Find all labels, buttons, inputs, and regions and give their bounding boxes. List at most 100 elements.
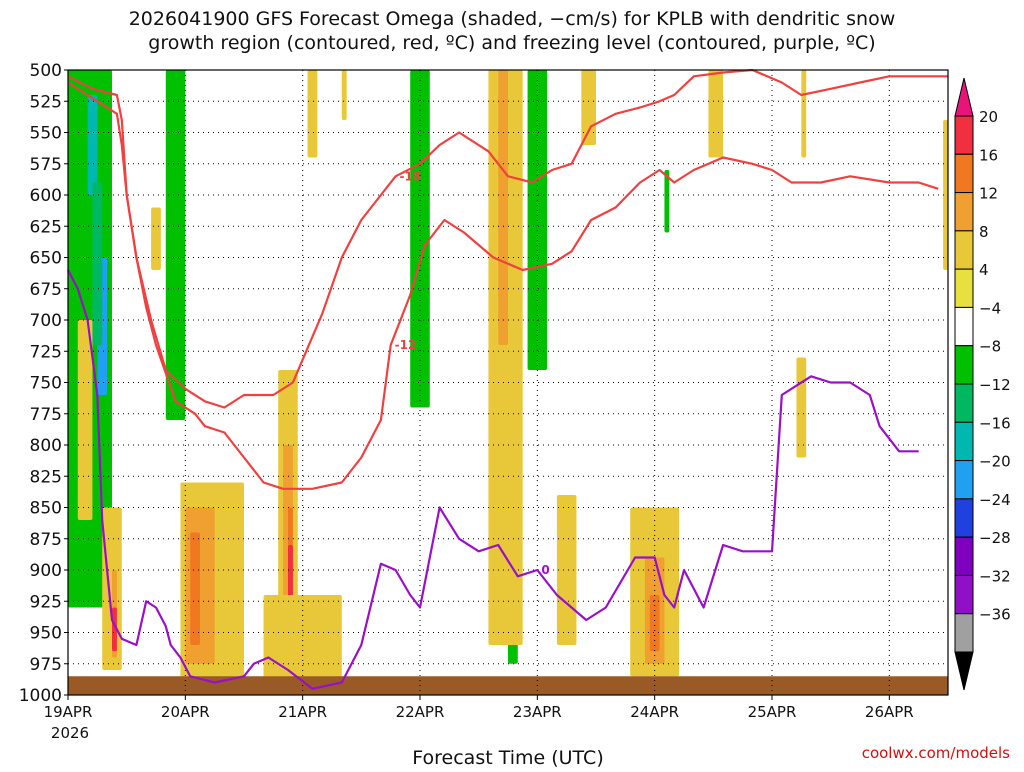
colorbar-label--36: −36	[979, 606, 1011, 624]
colorbar-label--20: −20	[979, 453, 1011, 471]
dendritic-contour--12	[67, 81, 939, 490]
colorbar-box-1	[954, 153, 974, 194]
colorbar-box-0	[954, 115, 974, 155]
colorbar-box-3	[954, 230, 974, 270]
y-tick-900: 900	[30, 561, 62, 581]
colorbar-label-4: 4	[979, 261, 989, 279]
omega-region-8	[165, 70, 186, 420]
omega-region-49	[708, 70, 724, 158]
y-tick-775: 775	[30, 405, 62, 425]
omega-region-10	[332, 70, 337, 258]
x-tick-21APR: 21APR	[278, 703, 327, 721]
colorbar-top-triangle	[954, 77, 974, 117]
ground-surface	[68, 676, 948, 695]
ground-strip	[68, 676, 948, 695]
omega-region-9	[214, 70, 220, 395]
y-tick-950: 950	[30, 624, 62, 644]
x-axis-year: 2026	[51, 724, 89, 742]
y-tick-875: 875	[30, 530, 62, 550]
colorbar-box-12	[954, 574, 974, 615]
y-tick-625: 625	[30, 217, 62, 237]
credit-link[interactable]: coolwx.com/models	[862, 744, 1010, 762]
y-tick-600: 600	[30, 186, 62, 206]
x-tick-22APR: 22APR	[396, 703, 445, 721]
omega-region-41	[488, 70, 523, 645]
freezing-level-label: 0	[541, 563, 549, 577]
omega-region-7	[185, 70, 191, 345]
y-tick-500: 500	[30, 61, 62, 81]
x-tick-24APR: 24APR	[630, 703, 679, 721]
omega-region-40	[341, 70, 347, 120]
omega-region-14	[400, 457, 416, 664]
y-tick-650: 650	[30, 249, 62, 269]
x-tick-20APR: 20APR	[161, 703, 210, 721]
omega-region-50	[943, 120, 948, 270]
y-tick-800: 800	[30, 436, 62, 456]
omega-region-48	[801, 70, 807, 158]
omega-region-47	[796, 357, 807, 458]
chart-title-line-1: 2026041900 GFS Forecast Omega (shaded, −…	[129, 8, 896, 30]
y-tick-525: 525	[30, 92, 62, 112]
dendritic-contour--18	[67, 68, 948, 409]
chart-title-line-2: growth region (contoured, red, ºC) and f…	[148, 32, 875, 54]
omega-region-39	[307, 70, 318, 158]
colorbar-box-8	[954, 421, 974, 462]
colorbar-label--12: −12	[979, 376, 1011, 394]
colorbar-box-5	[954, 306, 974, 347]
colorbar-box-7	[954, 383, 974, 423]
x-axis-title: Forecast Time (UTC)	[412, 747, 603, 768]
y-tick-750: 750	[30, 374, 62, 394]
y-tick-700: 700	[30, 311, 62, 331]
freezing-level-contour	[67, 269, 919, 690]
grid-lines	[68, 70, 948, 695]
omega-region-36	[77, 320, 93, 520]
omega-region-23	[757, 632, 772, 664]
y-tick-975: 975	[30, 655, 62, 675]
colorbar-label--28: −28	[979, 529, 1011, 547]
y-tick-675: 675	[30, 280, 62, 300]
colorbar-label--8: −8	[979, 338, 1001, 356]
omega-region-51	[581, 70, 596, 145]
y-tick-550: 550	[30, 124, 62, 144]
x-axis-ticks: 19APR 20APR 21APR 22APR 23APR 24APR 25APR 26APR	[44, 695, 914, 721]
dendritic-label--18: -18	[400, 169, 422, 183]
y-tick-925: 925	[30, 592, 62, 612]
y-tick-825: 825	[30, 467, 62, 487]
contours: -12 -18 0	[67, 68, 948, 690]
colorbar-label-20: 20	[979, 108, 998, 126]
omega-region-46	[649, 595, 660, 652]
omega-region-6	[156, 70, 161, 333]
y-tick-725: 725	[30, 342, 62, 362]
omega-region-38	[151, 207, 161, 270]
omega-region-20	[654, 145, 660, 370]
omega-region-42	[498, 70, 508, 345]
omega-region-25	[933, 457, 939, 533]
y-tick-575: 575	[30, 155, 62, 175]
colorbar-box-10	[954, 498, 974, 538]
omega-region-4	[92, 182, 103, 345]
colorbar-box-6	[954, 345, 974, 385]
plot-area: -12 -18 0	[67, 68, 949, 696]
colorbar-label-8: 8	[979, 223, 989, 241]
omega-region-32	[190, 532, 200, 645]
colorbar-label--24: −24	[979, 491, 1011, 509]
colorbar-bottom-triangle	[954, 651, 974, 691]
dendritic-label--12: -12	[395, 338, 417, 352]
y-axis-ticks: 500 525 550 575 600 625 650 675 700 725 750 775 800 8…	[19, 61, 68, 706]
colorbar-box-9	[954, 460, 974, 500]
colorbar: 20 16 12 8 4 −4 −8 −12 −16 −20 −24 −28 −32 −36	[954, 77, 1011, 691]
x-tick-25APR: 25APR	[748, 703, 797, 721]
x-tick-26APR: 26APR	[865, 703, 914, 721]
colorbar-box-2	[954, 192, 974, 232]
y-tick-1000: 1000	[19, 686, 62, 706]
y-tick-850: 850	[30, 499, 62, 519]
colorbar-box-4	[954, 268, 974, 308]
colorbar-label-16: 16	[979, 146, 998, 164]
colorbar-label-12: 12	[979, 185, 998, 203]
colorbar-label--16: −16	[979, 414, 1011, 432]
x-tick-19APR: 19APR	[44, 703, 93, 721]
colorbar-label--4: −4	[979, 299, 1001, 317]
omega-region-24	[908, 157, 914, 258]
colorbar-box-13	[954, 613, 974, 653]
